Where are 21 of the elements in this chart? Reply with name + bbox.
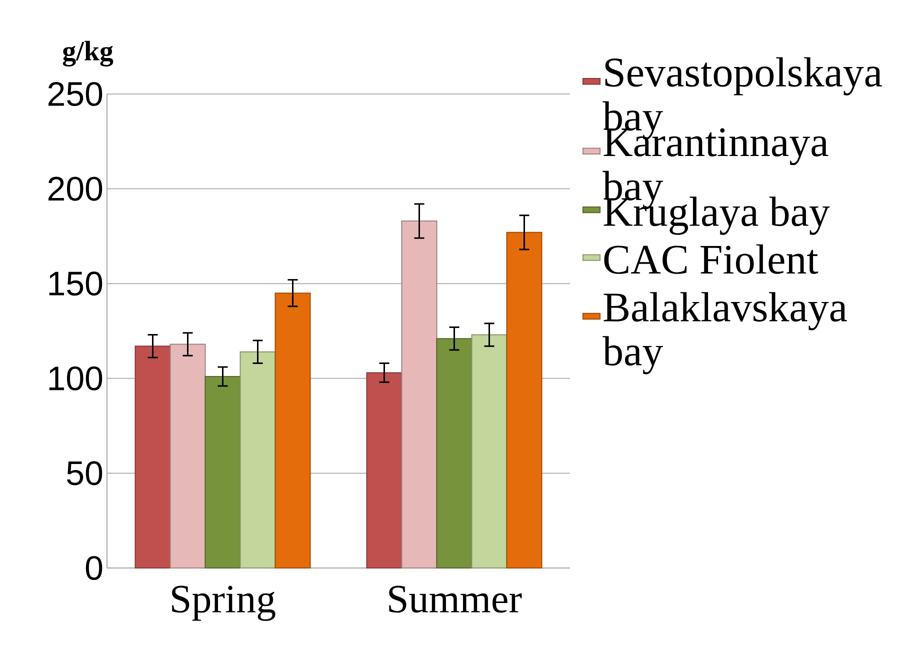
bar xyxy=(274,292,311,568)
bar xyxy=(366,372,402,568)
y-tick-label: 250 xyxy=(48,82,102,106)
x-tick-label: Summer xyxy=(389,586,522,613)
bar xyxy=(436,338,472,568)
x-tick-label: Spring xyxy=(172,586,276,621)
y-axis-title: g/kg xyxy=(62,40,114,66)
bar xyxy=(204,376,241,568)
bar xyxy=(170,344,206,568)
y-tick-label: 50 xyxy=(67,461,102,486)
legend-label: Balaklavskaya bay xyxy=(602,292,847,374)
y-tick-label: 100 xyxy=(49,366,102,390)
legend-label: CAC Fiolent xyxy=(604,244,818,274)
bar xyxy=(471,334,508,568)
bar xyxy=(240,351,276,568)
bar xyxy=(401,220,438,568)
y-tick-label: 150 xyxy=(49,272,102,296)
bar xyxy=(506,232,542,568)
y-tick-label: 0 xyxy=(86,556,102,580)
y-tick-label: 200 xyxy=(48,176,102,201)
bar xyxy=(134,346,171,568)
